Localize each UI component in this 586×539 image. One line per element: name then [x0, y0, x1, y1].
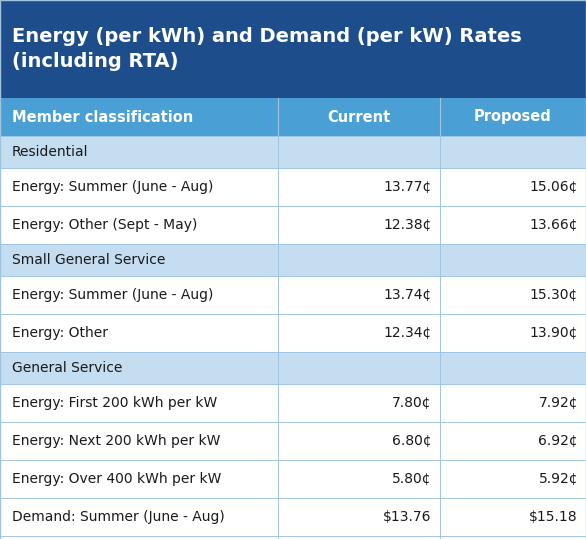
Text: Energy: Other (Sept - May): Energy: Other (Sept - May) — [12, 218, 197, 232]
Text: Energy: Summer (June - Aug): Energy: Summer (June - Aug) — [12, 180, 213, 194]
Text: Proposed: Proposed — [474, 109, 551, 125]
Bar — [0, 244, 586, 276]
Text: Energy: Summer (June - Aug): Energy: Summer (June - Aug) — [12, 288, 213, 302]
Bar — [0, 168, 586, 206]
Bar — [0, 314, 586, 352]
Bar — [0, 0, 586, 98]
Text: 5.80¢: 5.80¢ — [392, 472, 431, 486]
Text: 13.77¢: 13.77¢ — [383, 180, 431, 194]
Bar — [0, 276, 586, 314]
Bar — [0, 460, 586, 498]
Text: Energy: Over 400 kWh per kW: Energy: Over 400 kWh per kW — [12, 472, 222, 486]
Text: 15.30¢: 15.30¢ — [530, 288, 578, 302]
Bar — [0, 352, 586, 384]
Bar — [0, 384, 586, 422]
Text: General Service: General Service — [12, 361, 122, 375]
Text: Energy: Other: Energy: Other — [12, 326, 108, 340]
Text: Energy (per kWh) and Demand (per kW) Rates
(including RTA): Energy (per kWh) and Demand (per kW) Rat… — [12, 27, 522, 71]
Text: 12.34¢: 12.34¢ — [383, 326, 431, 340]
Text: 5.92¢: 5.92¢ — [539, 472, 578, 486]
Text: Current: Current — [328, 109, 390, 125]
Text: $13.76: $13.76 — [383, 510, 431, 524]
Bar — [0, 536, 586, 539]
Text: 7.92¢: 7.92¢ — [539, 396, 578, 410]
Text: Energy: First 200 kWh per kW: Energy: First 200 kWh per kW — [12, 396, 217, 410]
Text: 13.66¢: 13.66¢ — [530, 218, 578, 232]
Text: 6.80¢: 6.80¢ — [392, 434, 431, 448]
Text: 13.74¢: 13.74¢ — [383, 288, 431, 302]
Text: 7.80¢: 7.80¢ — [392, 396, 431, 410]
Bar — [0, 206, 586, 244]
Text: Member classification: Member classification — [12, 109, 193, 125]
Text: Small General Service: Small General Service — [12, 253, 165, 267]
Text: $15.18: $15.18 — [529, 510, 578, 524]
Bar — [0, 98, 586, 136]
Text: 15.06¢: 15.06¢ — [530, 180, 578, 194]
Text: 12.38¢: 12.38¢ — [383, 218, 431, 232]
Text: Energy: Next 200 kWh per kW: Energy: Next 200 kWh per kW — [12, 434, 220, 448]
Bar — [0, 498, 586, 536]
Text: Demand: Summer (June - Aug): Demand: Summer (June - Aug) — [12, 510, 225, 524]
Bar — [0, 136, 586, 168]
Text: Residential: Residential — [12, 145, 88, 159]
Text: 6.92¢: 6.92¢ — [539, 434, 578, 448]
Bar — [0, 422, 586, 460]
Text: 13.90¢: 13.90¢ — [530, 326, 578, 340]
